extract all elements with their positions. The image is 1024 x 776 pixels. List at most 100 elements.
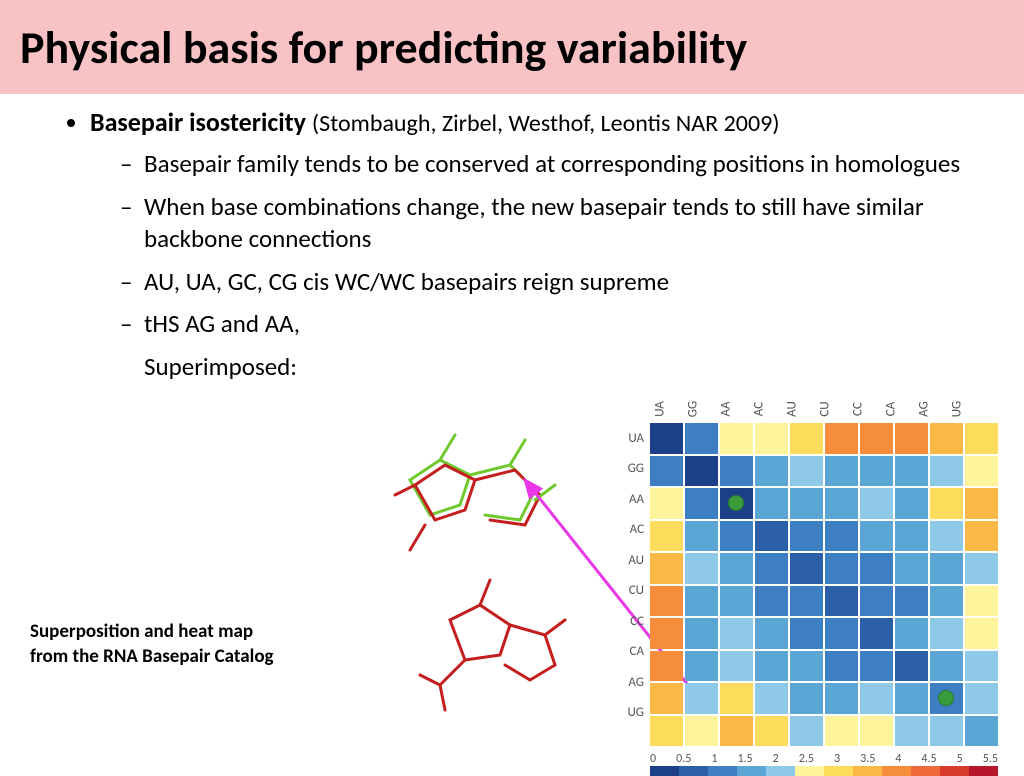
heatmap-cell	[895, 521, 928, 552]
main-bullet-bold: Basepair isostericity	[90, 106, 306, 138]
heatmap-cell	[650, 488, 683, 519]
heatmap-col-labels: UAGGAAACAUCUCCCAAGUG	[650, 395, 1012, 423]
heatmap-cell	[825, 423, 858, 454]
heatmap-row-label: AA	[612, 484, 650, 515]
heatmap: UAGGAAACAUCUCCCAAGUG UAGGAAACAUCUCCCAAGU…	[612, 395, 1012, 776]
heatmap-col-label: CU	[818, 393, 846, 426]
legend-tick: 3.5	[860, 752, 875, 766]
heatmap-cell	[755, 651, 788, 682]
heatmap-cell	[755, 586, 788, 617]
heatmap-circle-marker	[728, 495, 744, 511]
legend-tick: 2.5	[799, 752, 814, 766]
heatmap-cell	[965, 683, 998, 714]
heatmap-cell	[790, 423, 823, 454]
heatmap-grid	[650, 423, 998, 746]
heatmap-cell	[755, 618, 788, 649]
heatmap-cell	[825, 683, 858, 714]
heatmap-cell	[860, 488, 893, 519]
heatmap-cell	[965, 521, 998, 552]
heatmap-cell	[685, 456, 718, 487]
heatmap-cell	[825, 651, 858, 682]
heatmap-cell	[650, 423, 683, 454]
heatmap-cell	[860, 423, 893, 454]
heatmap-cell	[860, 586, 893, 617]
heatmap-cell	[650, 716, 683, 747]
heatmap-legend: 00.511.522.533.544.555.5	[650, 752, 998, 776]
heatmap-cell	[895, 683, 928, 714]
legend-ticks: 00.511.522.533.544.555.5	[650, 752, 998, 766]
heatmap-cell	[860, 553, 893, 584]
heatmap-cell	[790, 553, 823, 584]
heatmap-cell	[825, 456, 858, 487]
heatmap-cell	[790, 618, 823, 649]
heatmap-cell	[685, 618, 718, 649]
heatmap-cell	[860, 521, 893, 552]
heatmap-col-label: AA	[719, 393, 747, 426]
heatmap-cell	[755, 521, 788, 552]
legend-tick: 4	[895, 752, 901, 766]
heatmap-cell	[860, 456, 893, 487]
heatmap-cell	[685, 683, 718, 714]
heatmap-row-labels: UAGGAAACAUCUCCCAAGUG	[612, 423, 650, 746]
heatmap-cell	[895, 586, 928, 617]
heatmap-cell	[720, 716, 753, 747]
sub-bullet: AU, UA, GC, CG cis WC/WC basepairs reign…	[120, 266, 974, 299]
heatmap-cell	[790, 651, 823, 682]
heatmap-cell	[825, 521, 858, 552]
heatmap-cell	[720, 553, 753, 584]
heatmap-cell	[965, 553, 998, 584]
slide-content: Basepair isostericity (Stombaugh, Zirbel…	[0, 94, 1024, 382]
heatmap-cell	[790, 586, 823, 617]
heatmap-cell	[720, 586, 753, 617]
heatmap-cell	[860, 716, 893, 747]
heatmap-cell	[755, 488, 788, 519]
heatmap-row-label: AC	[612, 515, 650, 546]
heatmap-row-label: AG	[612, 667, 650, 698]
sub-bullet: When base combinations change, the new b…	[120, 191, 974, 256]
heatmap-row-label: UA	[612, 423, 650, 454]
sub-bullet: tHS AG and AA,	[120, 308, 974, 341]
heatmap-cell	[930, 586, 963, 617]
legend-tick: 1.5	[737, 752, 752, 766]
heatmap-cell	[895, 553, 928, 584]
heatmap-cell	[965, 651, 998, 682]
heatmap-col-label: AU	[785, 393, 813, 426]
heatmap-cell	[790, 521, 823, 552]
heatmap-cell	[895, 618, 928, 649]
heatmap-cell	[720, 521, 753, 552]
heatmap-row-label: CU	[612, 576, 650, 607]
heatmap-cell	[860, 651, 893, 682]
legend-tick: 2	[773, 752, 779, 766]
heatmap-cell	[650, 651, 683, 682]
heatmap-cell	[930, 651, 963, 682]
legend-tick: 4.5	[921, 752, 936, 766]
heatmap-cell	[790, 716, 823, 747]
legend-tick: 0	[650, 752, 656, 766]
heatmap-cell	[930, 553, 963, 584]
heatmap-cell	[685, 521, 718, 552]
heatmap-cell	[685, 488, 718, 519]
figure-caption: Superposition and heat map from the RNA …	[30, 620, 274, 669]
heatmap-cell	[685, 716, 718, 747]
heatmap-cell	[825, 553, 858, 584]
heatmap-cell	[895, 716, 928, 747]
heatmap-row-label: CA	[612, 637, 650, 668]
heatmap-cell	[965, 716, 998, 747]
heatmap-col-label: GG	[686, 393, 714, 426]
heatmap-cell	[895, 423, 928, 454]
heatmap-cell	[895, 456, 928, 487]
heatmap-col-label: AG	[917, 393, 945, 426]
heatmap-cell	[825, 586, 858, 617]
sub-bullet: Basepair family tends to be conserved at…	[120, 148, 974, 181]
slide-title: Physical basis for predicting variabilit…	[0, 0, 1024, 94]
legend-tick: 0.5	[676, 752, 691, 766]
heatmap-cell	[650, 521, 683, 552]
heatmap-cell	[755, 553, 788, 584]
heatmap-col-label: CA	[884, 393, 912, 426]
legend-tick: 3	[834, 752, 840, 766]
heatmap-cell	[720, 423, 753, 454]
heatmap-cell	[965, 586, 998, 617]
heatmap-cell	[720, 683, 753, 714]
heatmap-cell	[930, 488, 963, 519]
heatmap-cell	[895, 651, 928, 682]
